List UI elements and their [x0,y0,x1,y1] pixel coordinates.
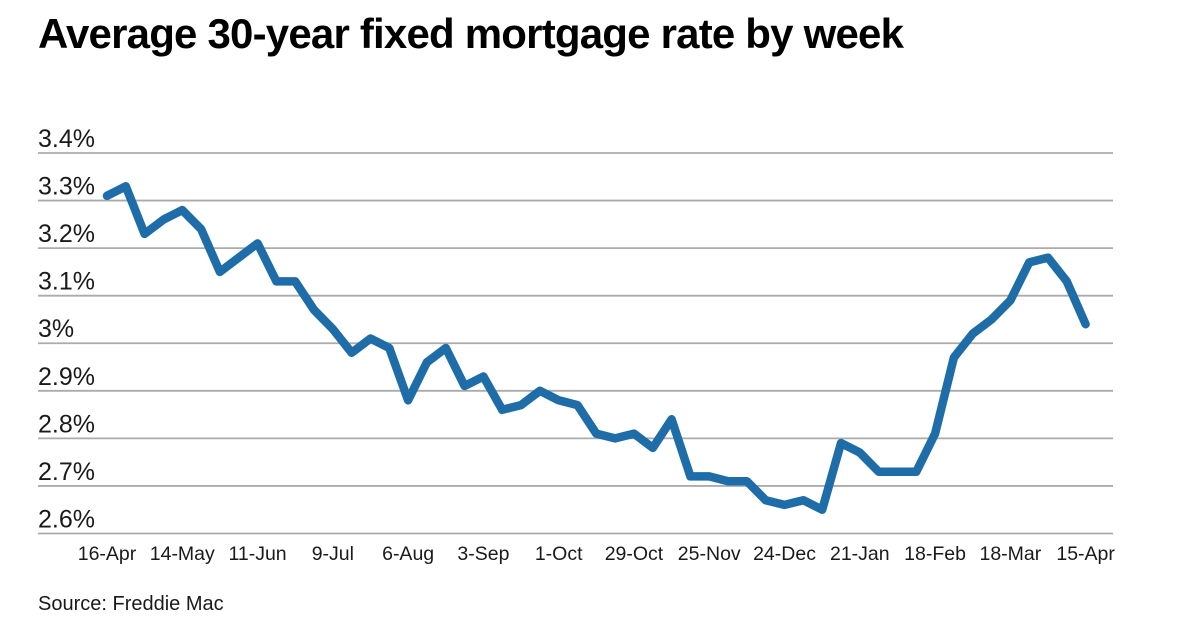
y-tick-label: 3% [38,315,74,343]
y-tick-label: 3.4% [38,125,95,153]
x-tick-label: 21-Jan [830,543,890,565]
x-tick-label: 15-Apr [1056,543,1115,565]
x-tick-label: 3-Sep [457,543,509,565]
y-tick-label: 3.1% [38,268,95,296]
y-tick-label: 2.8% [38,410,95,438]
x-tick-label: 29-Oct [605,543,664,565]
y-tick-label: 3.3% [38,173,95,201]
y-tick-label: 2.9% [38,363,95,391]
y-tick-label: 2.7% [38,458,95,486]
y-tick-label: 3.2% [38,220,95,248]
x-tick-label: 9-Jul [312,543,354,565]
x-tick-label: 11-Jun [228,543,286,565]
x-tick-label: 18-Feb [904,543,966,565]
x-tick-label: 16-Apr [78,543,137,565]
chart-title: Average 30-year fixed mortgage rate by w… [38,10,904,57]
x-tick-label: 25-Nov [678,543,741,565]
x-tick-label: 6-Aug [382,543,434,565]
rate-line [102,182,1090,514]
y-tick-label: 2.6% [38,505,95,533]
x-tick-label: 24-Dec [753,543,816,565]
x-tick-label: 18-Mar [979,543,1041,565]
x-tick-label: 14-May [150,543,215,565]
source-note: Source: Freddie Mac [38,593,224,615]
x-tick-label: 1-Oct [535,543,583,565]
